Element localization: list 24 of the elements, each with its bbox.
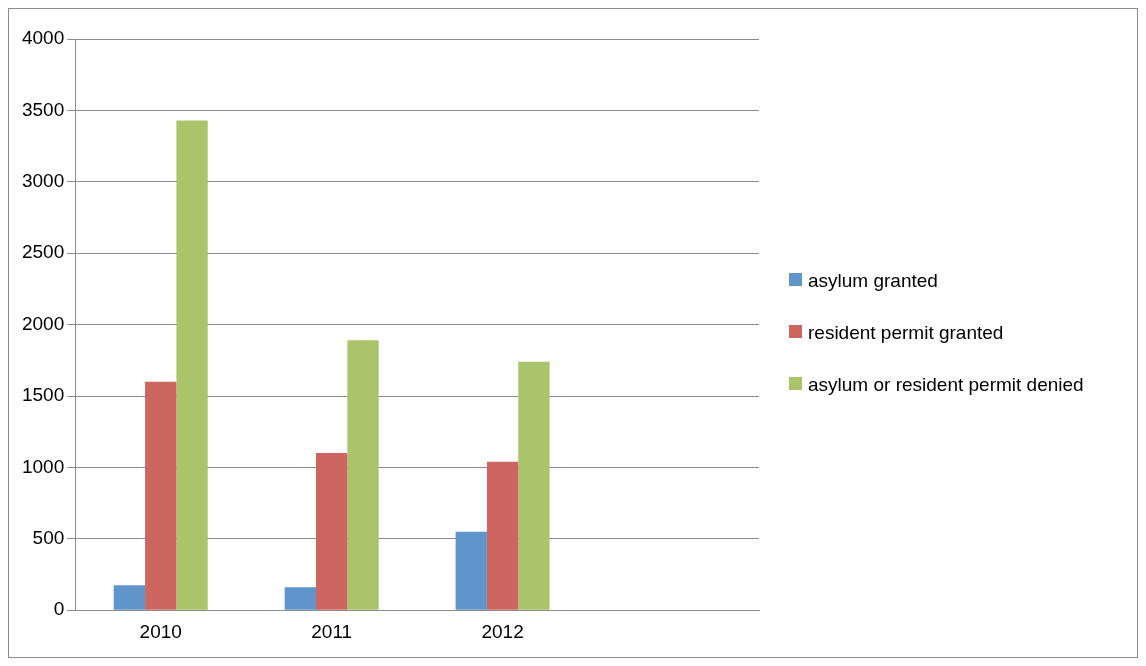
y-tick-label: 2000 [21, 312, 65, 334]
y-tick-label: 4000 [21, 27, 65, 49]
y-tick-label: 500 [32, 527, 65, 549]
bar [455, 531, 487, 610]
y-tick-label: 1000 [21, 455, 65, 477]
bar [486, 461, 519, 610]
bar [316, 453, 348, 610]
bar [347, 340, 379, 610]
legend-label: asylum granted [808, 269, 938, 293]
x-tick-label: 2012 [481, 620, 524, 642]
y-tick-label: 3000 [21, 170, 65, 192]
bar [284, 587, 316, 610]
bar [176, 120, 208, 610]
legend-label: resident permit granted [808, 321, 1004, 345]
legend-label: asylum or resident permit denied [808, 373, 1084, 397]
x-tick-label: 2010 [139, 620, 182, 642]
bar [113, 585, 146, 610]
x-tick-label: 2011 [311, 620, 353, 642]
y-tick-label: 0 [53, 598, 65, 620]
bar [145, 381, 177, 610]
y-tick-label: 3500 [21, 98, 65, 120]
bar [518, 361, 550, 610]
y-tick-label: 1500 [21, 384, 65, 406]
y-tick-label: 2500 [21, 241, 65, 263]
